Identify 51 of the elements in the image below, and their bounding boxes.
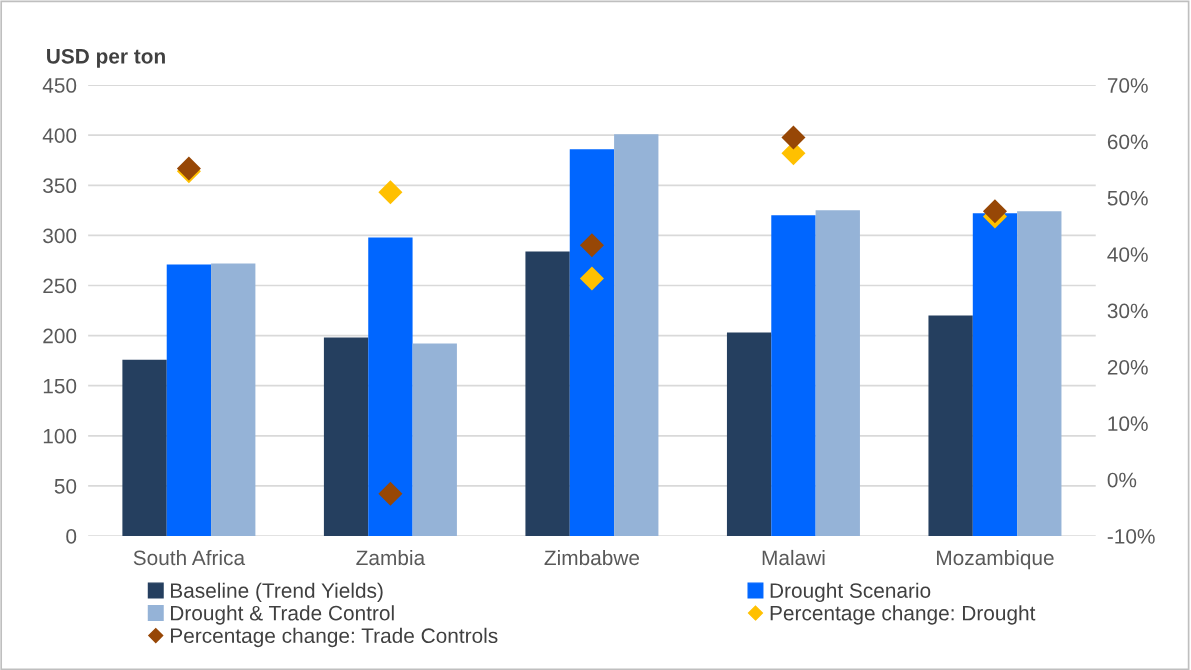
x-tick-label: Malawi	[762, 549, 825, 566]
point	[579, 233, 604, 258]
y2-tick-label: 30%	[1107, 303, 1148, 319]
y-tick-label: 50	[54, 478, 77, 494]
x-tick-label: Zambia	[356, 549, 426, 566]
bar	[211, 263, 256, 536]
y2-tick-label: 0%	[1107, 472, 1137, 488]
y-tick-label: 150	[43, 378, 77, 394]
point	[378, 481, 403, 506]
y-tick-label: 0	[66, 529, 77, 544]
legend-label: Drought Scenario	[770, 582, 931, 603]
x-tick-label: Zimbabwe	[544, 549, 640, 566]
y2-tick-label: 20%	[1107, 359, 1148, 375]
y2-tick-label: 70%	[1107, 78, 1148, 93]
y-tick-label: 250	[43, 278, 77, 294]
legend-label: Baseline (Trend Yields)	[171, 582, 383, 603]
point	[982, 199, 1007, 224]
y2-tick-label: 60%	[1107, 134, 1148, 150]
y-axis-title: USD per ton	[47, 48, 165, 68]
y-tick-label: 400	[42, 128, 77, 143]
bar	[726, 332, 772, 536]
bar	[614, 134, 659, 536]
bar	[815, 210, 860, 536]
bar	[928, 315, 973, 536]
bar	[412, 343, 457, 536]
bar	[122, 359, 167, 536]
point	[378, 180, 403, 205]
legend-label: Percentage change: Trade Controls	[171, 627, 498, 648]
bar	[525, 251, 570, 536]
y-tick-label: 450	[42, 78, 77, 93]
point	[781, 125, 806, 150]
x-tick-label: South Africa	[133, 549, 246, 566]
x-tick-label: Mozambique	[937, 549, 1054, 570]
y2-tick-label: -10%	[1107, 529, 1155, 544]
legend-label: Percentage change: Drought	[770, 605, 1036, 625]
legend-label: Drought & Trade Control	[171, 605, 394, 625]
point	[579, 266, 604, 291]
y2-tick-label: 50%	[1107, 190, 1148, 206]
bar	[166, 264, 212, 536]
bar	[1017, 211, 1062, 536]
bar	[368, 237, 413, 536]
y-tick-label: 350	[43, 178, 77, 194]
bar	[771, 215, 816, 536]
bar	[972, 213, 1018, 536]
y-tick-label: 300	[43, 228, 77, 244]
y-tick-label: 100	[43, 428, 77, 444]
y2-tick-label: 40%	[1107, 247, 1148, 262]
y2-tick-label: 10%	[1108, 416, 1148, 432]
bar	[323, 337, 369, 536]
bar	[569, 149, 615, 536]
y-tick-label: 200	[43, 328, 77, 344]
